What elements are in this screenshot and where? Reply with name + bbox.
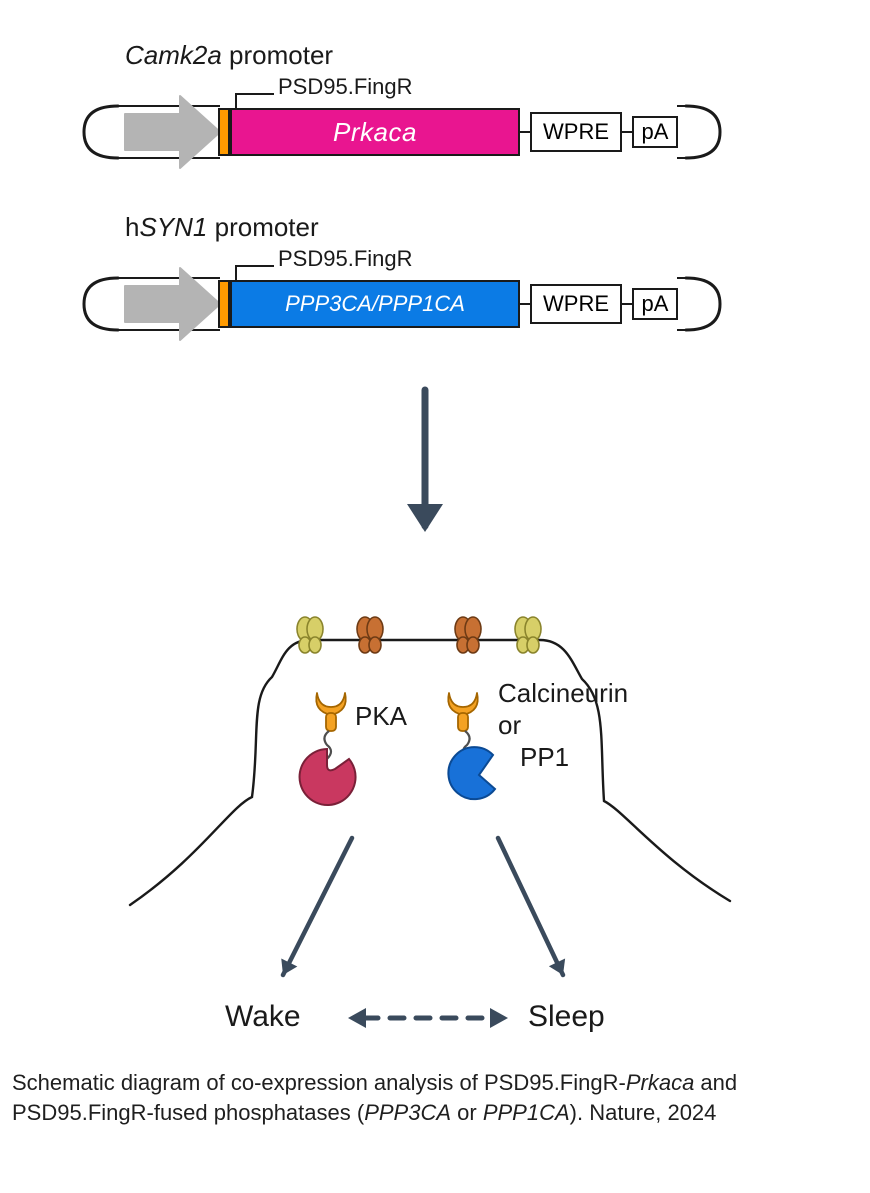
construct2-gene-box: PPP3CA/PPP1CA bbox=[230, 280, 520, 328]
construct1-wpre-box: WPRE bbox=[530, 112, 622, 152]
calcineurin-label-line3: PP1 bbox=[520, 742, 569, 773]
construct1-finger-label: PSD95.FingR bbox=[278, 74, 413, 100]
calcineurin-label-line1: Calcineurin bbox=[498, 678, 628, 709]
construct2-wpre-box: WPRE bbox=[530, 284, 622, 324]
figure-caption: Schematic diagram of co-expression analy… bbox=[12, 1068, 858, 1127]
construct1-gene-box: Prkaca bbox=[230, 108, 520, 156]
wake-label: Wake bbox=[225, 1000, 301, 1034]
construct1-promoter-label: Camk2a promoter bbox=[125, 40, 333, 71]
construct1-pa-label: pA bbox=[642, 119, 669, 145]
construct2-promoter-label: hSYN1 promoter bbox=[125, 212, 319, 243]
pka-label: PKA bbox=[355, 701, 407, 732]
construct1-wpre-label: WPRE bbox=[543, 119, 609, 145]
diagram-svg bbox=[0, 0, 870, 1193]
sleep-label: Sleep bbox=[528, 1000, 605, 1034]
construct1-gene-label: Prkaca bbox=[333, 117, 417, 148]
construct2-fingr-stripe bbox=[218, 280, 230, 328]
construct2-pa-label: pA bbox=[642, 291, 669, 317]
calcineurin-label-line2: or bbox=[498, 710, 521, 741]
construct1-fingr-stripe bbox=[218, 108, 230, 156]
construct2-finger-label: PSD95.FingR bbox=[278, 246, 413, 272]
construct2-wpre-label: WPRE bbox=[543, 291, 609, 317]
construct2-gene-label: PPP3CA/PPP1CA bbox=[285, 291, 465, 317]
construct2-pa-box: pA bbox=[632, 288, 678, 320]
construct1-pa-box: pA bbox=[632, 116, 678, 148]
